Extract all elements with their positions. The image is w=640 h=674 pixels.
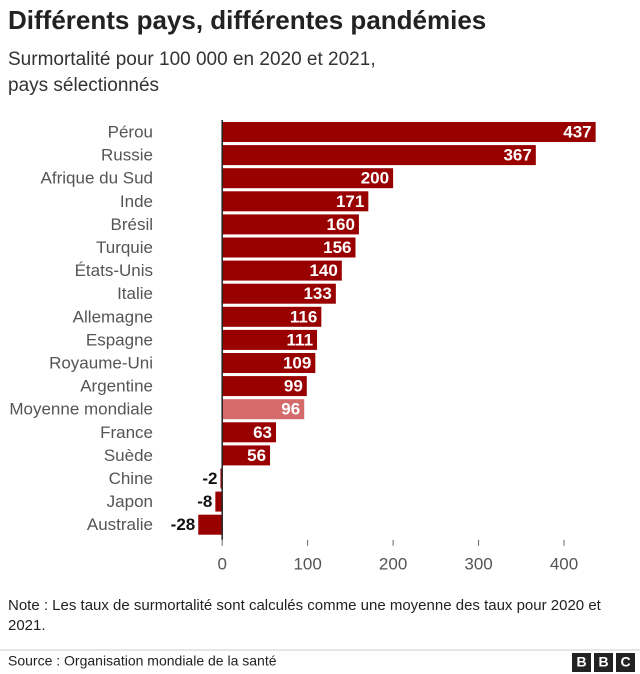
y-tick-label: Espagne xyxy=(86,330,153,349)
x-tick-label: 0 xyxy=(217,554,226,573)
y-tick-label: France xyxy=(100,423,153,442)
bar xyxy=(220,468,223,489)
value-label: 111 xyxy=(287,330,314,349)
y-tick-label: Argentine xyxy=(80,377,153,396)
logo-box xyxy=(572,653,591,672)
y-tick-label: Afrique du Sud xyxy=(41,169,153,188)
value-label: 367 xyxy=(503,146,531,165)
logo-letter: B xyxy=(576,654,586,670)
value-label: 156 xyxy=(323,238,351,257)
value-label: 140 xyxy=(309,261,337,280)
value-label: 56 xyxy=(247,446,266,465)
bar xyxy=(222,168,394,189)
bar xyxy=(222,445,271,466)
bar xyxy=(215,491,223,512)
logo-letter: C xyxy=(620,654,630,670)
subtitle: pays sélectionnés xyxy=(8,75,159,96)
bar xyxy=(222,214,359,235)
bar xyxy=(222,399,305,420)
y-tick-label: Japon xyxy=(107,492,153,511)
bar xyxy=(222,237,356,258)
y-tick-label: Moyenne mondiale xyxy=(9,400,153,419)
y-tick-label: Brésil xyxy=(110,215,153,234)
note: Note : Les taux de surmortalité sont cal… xyxy=(8,597,601,634)
value-label: 133 xyxy=(303,284,331,303)
value-label: 171 xyxy=(336,192,364,211)
value-label: 99 xyxy=(284,377,303,396)
bar xyxy=(222,283,336,304)
bar xyxy=(222,376,307,397)
chart-title: Différents pays, différentes pandémies xyxy=(8,5,486,35)
value-label: -28 xyxy=(171,515,196,534)
value-label: 116 xyxy=(290,307,317,326)
value-label: 96 xyxy=(281,400,300,419)
value-label: 109 xyxy=(283,353,311,372)
logo-letter: B xyxy=(598,654,608,670)
x-tick-label: 400 xyxy=(550,554,578,573)
value-label: -8 xyxy=(197,492,212,511)
y-tick-label: Turquie xyxy=(96,238,153,257)
value-label: 437 xyxy=(563,122,591,141)
y-tick-label: Royaume-Uni xyxy=(49,353,153,372)
y-tick-label: Italie xyxy=(117,284,153,303)
bar xyxy=(222,422,277,443)
y-tick-label: Suède xyxy=(104,446,153,465)
value-label: 160 xyxy=(327,215,355,234)
x-tick-label: 100 xyxy=(293,554,321,573)
bar xyxy=(222,306,322,327)
value-label: 63 xyxy=(253,423,272,442)
y-tick-label: Australie xyxy=(87,515,153,534)
y-tick-label: Inde xyxy=(120,192,153,211)
x-tick-label: 200 xyxy=(379,554,407,573)
bar xyxy=(222,122,596,142)
y-tick-label: Chine xyxy=(109,469,153,488)
bar xyxy=(222,191,369,212)
x-tick-label: 300 xyxy=(464,554,492,573)
bar xyxy=(222,145,536,166)
y-tick-label: États-Unis xyxy=(75,261,153,280)
value-label: 200 xyxy=(361,169,389,188)
note-box: Note : Les taux de surmortalité sont cal… xyxy=(8,597,601,634)
y-tick-label: Pérou xyxy=(108,122,153,141)
bar xyxy=(222,329,318,350)
bar xyxy=(198,514,223,535)
source: Source : Organisation mondiale de la san… xyxy=(8,653,277,669)
y-tick-label: Allemagne xyxy=(73,307,153,326)
subtitle: Surmortalité pour 100 000 en 2020 et 202… xyxy=(8,49,376,70)
logo-box xyxy=(594,653,613,672)
y-tick-label: Russie xyxy=(101,146,153,165)
logo-box xyxy=(616,653,635,672)
bar xyxy=(222,353,316,373)
value-label: -2 xyxy=(202,469,217,488)
bar xyxy=(222,260,342,281)
